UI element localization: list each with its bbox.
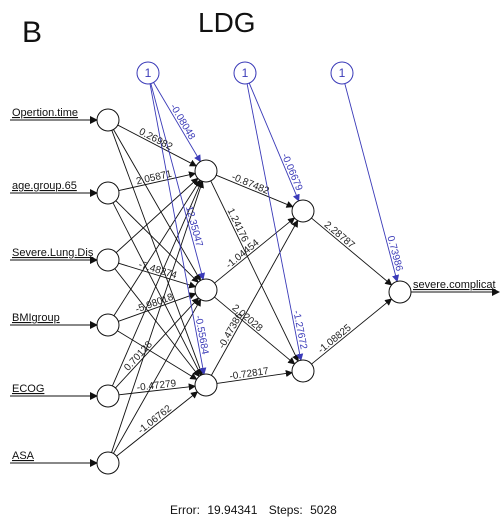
weight-label-h1-3-h2-1: -0.47386: [217, 310, 246, 350]
weight-label-h2-2-output: -1.08825: [316, 322, 354, 356]
edge-input-3-to-h1-1: [115, 177, 199, 253]
input-label: Opertion.time: [12, 107, 78, 119]
label-layer: Opertion.time age.group.65 Severe.Lung.Dis…: [12, 66, 496, 462]
edge-input-4-to-h1-3: [117, 330, 198, 380]
hidden1-node-3: [194, 373, 218, 397]
input-label: BMIgroup: [12, 312, 60, 324]
input-node-6: [96, 451, 120, 475]
panel-letter: B: [22, 16, 42, 49]
edge-input-6-to-h1-1: [111, 180, 204, 453]
bias-weight-label-h1-3: -0.55684: [192, 315, 210, 356]
bias-edge-h1-3: [149, 83, 207, 376]
bias-edge-output: [344, 83, 400, 283]
bias-edge-h2-2: [246, 83, 304, 362]
bias-node-3: [330, 61, 354, 85]
edge-input-4-to-h1-1: [113, 179, 201, 316]
edge-input-3-to-h1-3: [114, 268, 200, 378]
edge-input-2-to-h1-3: [112, 202, 202, 377]
hidden1-node-2: [194, 278, 218, 302]
hidden1-node-1: [194, 159, 218, 183]
hidden2-node-1: [291, 199, 315, 223]
output-label: severe.complicat: [413, 279, 496, 291]
edge-h1-1-to-h2-1: [215, 174, 294, 208]
edge-input-6-to-h1-3: [116, 391, 199, 457]
edge-input-1-to-h1-3: [111, 130, 204, 376]
diagram-title: LDG: [198, 7, 256, 38]
input-node-1: [96, 108, 120, 132]
node-layer: [96, 61, 412, 475]
edge-input-1-to-h1-2: [113, 129, 201, 282]
weight-label-h2-1-output: 2.28787: [322, 220, 357, 252]
bias-node-label: 1: [242, 66, 249, 80]
bias-weight-label-output: 0.73986: [385, 235, 405, 273]
bias-node-2: [233, 61, 257, 85]
weight-label-in-5-h1-3: -0.47279: [136, 378, 177, 393]
bias-node-1: [136, 61, 160, 85]
edge-input-5-to-h1-1: [111, 180, 203, 387]
edge-h2-1-to-output: [311, 217, 393, 286]
input-label: age.group.65: [12, 180, 77, 192]
output-node: [388, 280, 412, 304]
input-node-3: [96, 248, 120, 272]
hidden2-node-2: [291, 359, 315, 383]
edge-input-3-to-h1-2: [118, 262, 197, 289]
edge-h1-1-to-h2-2: [210, 180, 299, 362]
input-node-4: [96, 313, 120, 337]
edge-h1-2-to-h2-1: [214, 217, 296, 284]
steps-value: 5028: [310, 503, 337, 517]
error-label: Error:: [170, 503, 200, 517]
bias-edge-h1-1: [153, 82, 201, 163]
edge-input-4-to-h1-2: [118, 292, 197, 322]
input-node-5: [96, 384, 120, 408]
weight-label-h1-3-h2-2: -0.72817: [229, 366, 270, 383]
edge-h1-3-to-h2-1: [210, 219, 299, 376]
weight-label-in-1-h1-1: 0.26982: [137, 126, 175, 153]
bias-weight-label-h2-1: -0.06679: [279, 152, 305, 193]
bias-weight-label-h1-1: -0.08048: [167, 102, 197, 142]
edge-h1-2-to-h2-2: [214, 296, 296, 365]
bias-edge-h2-1: [248, 82, 300, 202]
error-value: 19.94341: [207, 503, 257, 517]
training-summary: Error: 19.94341 Steps: 5028: [170, 503, 337, 517]
input-node-2: [96, 181, 120, 205]
bias-weight-label-h1-2: 12.35047: [183, 205, 205, 249]
edge-input-5-to-h1-2: [115, 297, 200, 389]
steps-label: Steps:: [269, 503, 303, 517]
edge-h2-2-to-output: [311, 298, 393, 365]
input-label: Severe.Lung.Dis: [12, 247, 94, 259]
edge-input-1-to-h1-1: [117, 124, 198, 167]
bias-edge-h1-2: [150, 83, 206, 281]
bias-node-label: 1: [145, 66, 152, 80]
input-label: ASA: [12, 450, 35, 462]
input-label: ECOG: [12, 383, 44, 395]
edge-h1-3-to-h2-2: [216, 369, 294, 384]
weight-label-in-2-h1-1: 2.05871: [135, 169, 173, 188]
weight-label-in-3-h1-2: -7.48274: [137, 259, 178, 281]
edge-input-2-to-h1-1: [118, 171, 197, 192]
edge-layer: [10, 82, 500, 467]
bias-node-label: 1: [339, 66, 346, 80]
weight-label-h1-1-h2-2: 1.24176: [225, 207, 251, 245]
edge-input-6-to-h1-2: [113, 298, 202, 454]
weight-label-in-6-h1-3: -1.06762: [136, 403, 174, 436]
bias-weight-label-h2-2: -1.27672: [290, 309, 308, 350]
